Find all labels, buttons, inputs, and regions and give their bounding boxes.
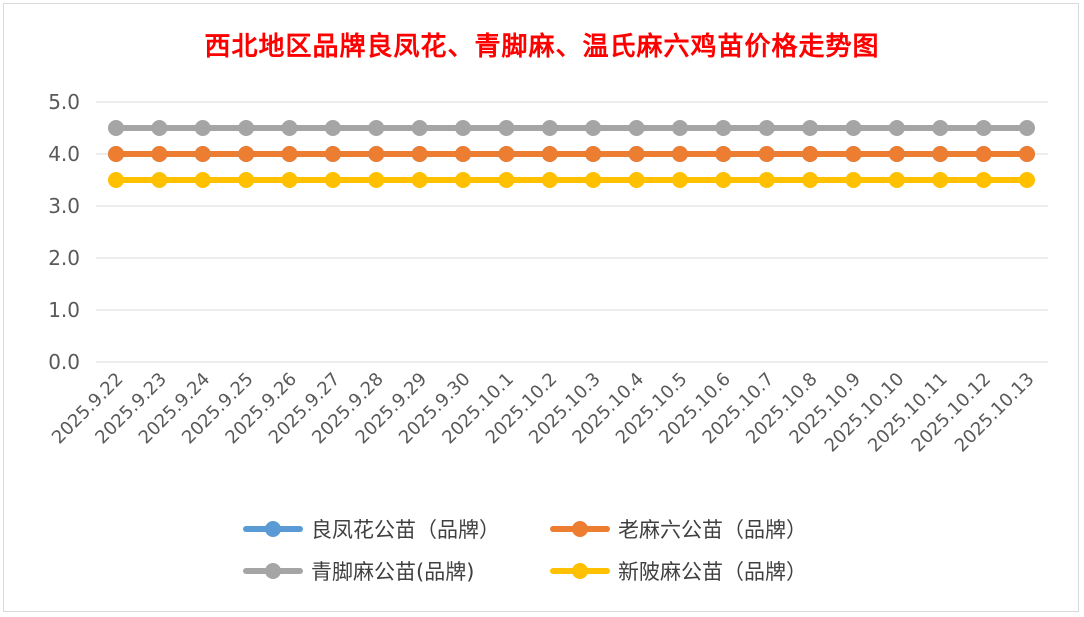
legend-item-series-0[interactable]: 良凤花公苗（品牌） bbox=[243, 514, 500, 544]
data-point-2-4[interactable] bbox=[281, 120, 298, 136]
legend-swatch-2 bbox=[243, 556, 303, 586]
chart-title: 西北地区品牌良凤花、青脚麻、温氏麻六鸡苗价格走势图 bbox=[204, 32, 880, 62]
data-point-1-21[interactable] bbox=[1019, 146, 1035, 162]
data-point-1-5[interactable] bbox=[324, 146, 341, 162]
data-point-3-21[interactable] bbox=[1019, 172, 1035, 188]
data-point-3-6[interactable] bbox=[368, 172, 385, 188]
y-tick-label: 3.0 bbox=[48, 194, 80, 218]
data-point-1-20[interactable] bbox=[975, 146, 992, 162]
data-point-3-18[interactable] bbox=[888, 172, 905, 188]
data-point-1-6[interactable] bbox=[368, 146, 385, 162]
legend-item-series-1[interactable]: 老麻六公苗（品牌） bbox=[550, 514, 807, 544]
data-point-3-15[interactable] bbox=[758, 172, 775, 188]
y-tick-label: 1.0 bbox=[48, 298, 80, 322]
legend-item-series-2[interactable]: 青脚麻公苗(品牌) bbox=[243, 556, 474, 586]
data-point-1-17[interactable] bbox=[845, 146, 862, 162]
data-point-2-6[interactable] bbox=[368, 120, 385, 136]
data-point-2-17[interactable] bbox=[845, 120, 862, 136]
data-point-3-16[interactable] bbox=[802, 172, 819, 188]
data-point-1-8[interactable] bbox=[455, 146, 472, 162]
data-point-3-17[interactable] bbox=[845, 172, 862, 188]
data-point-2-1[interactable] bbox=[151, 120, 168, 136]
data-point-2-14[interactable] bbox=[715, 120, 732, 136]
data-point-1-19[interactable] bbox=[932, 146, 949, 162]
data-point-3-20[interactable] bbox=[975, 172, 992, 188]
data-point-3-1[interactable] bbox=[151, 172, 168, 188]
data-point-3-9[interactable] bbox=[498, 172, 515, 188]
data-point-1-14[interactable] bbox=[715, 146, 732, 162]
data-point-3-4[interactable] bbox=[281, 172, 298, 188]
data-point-1-13[interactable] bbox=[671, 146, 688, 162]
data-point-3-12[interactable] bbox=[628, 172, 645, 188]
data-point-2-15[interactable] bbox=[758, 120, 775, 136]
data-point-2-13[interactable] bbox=[671, 120, 688, 136]
data-point-2-18[interactable] bbox=[888, 120, 905, 136]
data-point-1-18[interactable] bbox=[888, 146, 905, 162]
data-point-2-19[interactable] bbox=[932, 120, 949, 136]
y-tick-label: 5.0 bbox=[48, 90, 80, 114]
data-point-2-11[interactable] bbox=[585, 120, 602, 136]
data-point-2-20[interactable] bbox=[975, 120, 992, 136]
data-point-3-0[interactable] bbox=[108, 172, 124, 188]
data-point-1-4[interactable] bbox=[281, 146, 298, 162]
data-point-2-3[interactable] bbox=[238, 120, 255, 136]
data-point-1-3[interactable] bbox=[238, 146, 255, 162]
data-point-2-8[interactable] bbox=[455, 120, 472, 136]
data-point-2-16[interactable] bbox=[802, 120, 819, 136]
data-point-2-10[interactable] bbox=[541, 120, 558, 136]
data-point-1-12[interactable] bbox=[628, 146, 645, 162]
data-point-2-5[interactable] bbox=[324, 120, 341, 136]
data-point-3-10[interactable] bbox=[541, 172, 558, 188]
data-point-2-9[interactable] bbox=[498, 120, 515, 136]
data-point-1-15[interactable] bbox=[758, 146, 775, 162]
data-point-3-19[interactable] bbox=[932, 172, 949, 188]
data-point-1-1[interactable] bbox=[151, 146, 168, 162]
data-point-3-7[interactable] bbox=[411, 172, 428, 188]
legend-label-0: 良凤花公苗（品牌） bbox=[311, 518, 500, 542]
legend-swatch-3 bbox=[550, 556, 610, 586]
data-point-1-10[interactable] bbox=[541, 146, 558, 162]
data-point-3-14[interactable] bbox=[715, 172, 732, 188]
legend-swatch-0 bbox=[243, 514, 303, 544]
data-point-3-13[interactable] bbox=[671, 172, 688, 188]
legend-swatch-1 bbox=[550, 514, 610, 544]
legend-label-3: 新陂麻公苗（品牌） bbox=[618, 560, 807, 584]
legend-item-series-3[interactable]: 新陂麻公苗（品牌） bbox=[550, 556, 807, 586]
data-point-2-2[interactable] bbox=[194, 120, 211, 136]
chart-frame bbox=[3, 3, 1079, 612]
data-point-1-9[interactable] bbox=[498, 146, 515, 162]
legend-label-1: 老麻六公苗（品牌） bbox=[618, 518, 807, 542]
data-point-2-21[interactable] bbox=[1019, 120, 1035, 136]
data-point-3-8[interactable] bbox=[455, 172, 472, 188]
data-point-1-7[interactable] bbox=[411, 146, 428, 162]
data-point-3-3[interactable] bbox=[238, 172, 255, 188]
data-point-3-5[interactable] bbox=[324, 172, 341, 188]
data-point-3-11[interactable] bbox=[585, 172, 602, 188]
data-point-3-2[interactable] bbox=[194, 172, 211, 188]
y-tick-label: 2.0 bbox=[48, 246, 80, 270]
data-point-1-16[interactable] bbox=[802, 146, 819, 162]
data-point-1-0[interactable] bbox=[108, 146, 124, 162]
data-point-2-7[interactable] bbox=[411, 120, 428, 136]
y-tick-label: 0.0 bbox=[48, 350, 80, 374]
data-point-2-12[interactable] bbox=[628, 120, 645, 136]
data-point-1-2[interactable] bbox=[194, 146, 211, 162]
data-point-2-0[interactable] bbox=[108, 120, 124, 136]
data-point-1-11[interactable] bbox=[585, 146, 602, 162]
legend-label-2: 青脚麻公苗(品牌) bbox=[311, 560, 475, 584]
y-tick-label: 4.0 bbox=[48, 142, 80, 166]
